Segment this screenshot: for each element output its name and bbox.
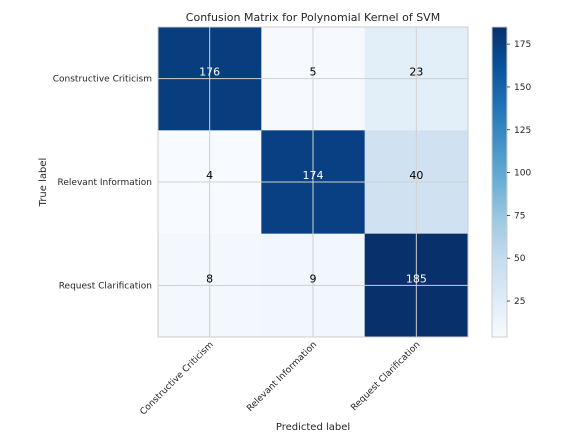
x-tick-labels: Constructive Criticism Relevant Informati… (139, 340, 423, 417)
y-axis-label: True label (38, 158, 49, 208)
cell-value-label: 4 (206, 169, 213, 182)
colorbar-tick-label: 25 (514, 297, 525, 307)
cell-value-label: 5 (310, 66, 317, 79)
y-tick-labels: Constructive Criticism Relevant Informati… (53, 75, 152, 292)
colorbar (492, 27, 507, 337)
cell-value-label: 176 (199, 66, 220, 79)
x-tick-label: Request Clarification (349, 340, 422, 413)
cell-value-label: 174 (303, 169, 324, 182)
cell-value-label: 40 (409, 169, 423, 182)
colorbar-tick-label: 175 (514, 40, 531, 50)
cell-value-label: 8 (206, 272, 213, 285)
y-tick-label: Constructive Criticism (53, 75, 152, 85)
cell-value-label: 185 (406, 272, 427, 285)
colorbar-tick-label: 100 (514, 169, 531, 179)
y-tick-label: Relevant Information (58, 178, 152, 188)
colorbar-ticks: 25 50 75 100 125 150 175 (507, 40, 531, 307)
colorbar-tick-label: 75 (514, 211, 525, 221)
cell-value-label: 23 (409, 66, 423, 79)
colorbar-tick-label: 125 (514, 126, 531, 136)
x-tick-label: Relevant Information (245, 340, 319, 414)
y-tick-label: Request Clarification (59, 281, 152, 291)
cell-value-label: 9 (310, 272, 317, 285)
colorbar-tick-label: 150 (514, 83, 531, 93)
colorbar-tick-label: 50 (514, 254, 526, 264)
x-axis-label: Predicted label (276, 422, 350, 432)
chart-title: Confusion Matrix for Polynomial Kernel o… (186, 11, 440, 24)
x-tick-label: Constructive Criticism (139, 340, 216, 417)
